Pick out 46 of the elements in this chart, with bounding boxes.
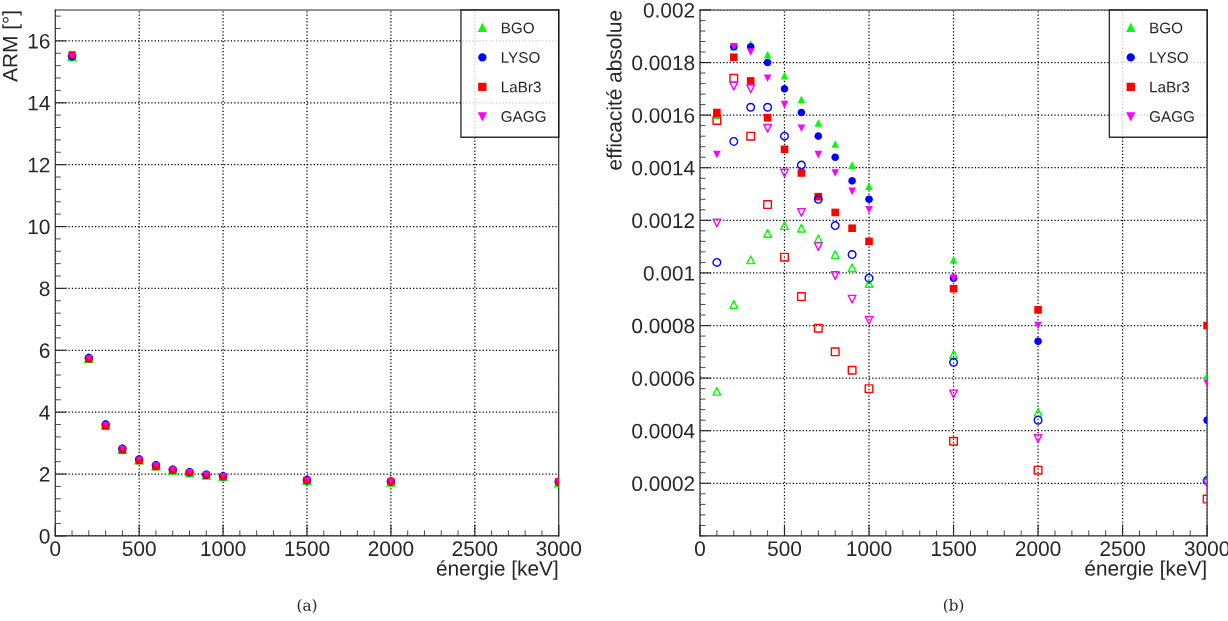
y-tick-label: 2 (39, 467, 50, 482)
x-tick-label: 1000 (847, 541, 892, 557)
y-axis-title: efficacité absolue (606, 10, 622, 170)
legend-label: LaBr3 (1150, 81, 1190, 93)
x-tick-label: 0 (50, 541, 61, 557)
y-tick-label: 0.0002 (632, 476, 695, 492)
x-axis-title: énergie [keV] (1085, 560, 1206, 580)
x-tick-label: 1500 (931, 541, 976, 557)
x-tick-label: 500 (122, 541, 156, 557)
y-tick-label: 0.0018 (632, 55, 695, 71)
legend-label: BGO (501, 22, 534, 34)
x-tick-label: 500 (767, 541, 802, 557)
y-tick-label: 10 (28, 219, 50, 235)
y-tick-label: 4 (39, 405, 50, 420)
y-tick-label: 0.0008 (632, 318, 695, 334)
y-tick-label: 0.0006 (632, 371, 695, 386)
y-tick-label: 16 (28, 33, 50, 49)
y-tick-label: 6 (39, 343, 50, 359)
x-tick-label: 3000 (536, 541, 582, 557)
text: (b) (943, 599, 964, 614)
y-axis-title: ARM [°] (2, 11, 22, 82)
legend-label: LYSO (501, 52, 540, 63)
y-tick-label: 0.002 (643, 2, 695, 18)
x-tick-label: 2000 (368, 541, 414, 557)
legend-label: LaBr3 (501, 81, 541, 93)
x-tick-label: 2000 (1015, 541, 1061, 557)
y-tick-label: 0.0012 (632, 213, 695, 229)
text: (a) (297, 599, 317, 614)
x-tick-label: 1000 (201, 541, 246, 557)
legend-label: LYSO (1150, 52, 1188, 63)
x-tick-label: 2500 (1100, 541, 1145, 557)
x-tick-label: 0 (694, 541, 705, 557)
legend-label: GAGG (1149, 111, 1194, 122)
x-tick-label: 2500 (452, 541, 498, 557)
y-tick-label: 0.0016 (632, 108, 695, 123)
y-tick-label: 12 (28, 157, 50, 173)
legend-label: BGO (1150, 22, 1183, 34)
x-axis-title: énergie [keV] (436, 560, 558, 580)
y-tick-label: 0.0014 (632, 160, 695, 176)
y-tick-label: 8 (39, 281, 50, 297)
y-tick-label: 14 (28, 95, 50, 111)
y-tick-label: 0.0004 (632, 423, 695, 439)
legend-label: GAGG (501, 111, 546, 122)
x-tick-label: 1500 (285, 541, 330, 557)
y-tick-label: 0.001 (643, 265, 695, 281)
y-tick-label: 0 (39, 528, 50, 544)
